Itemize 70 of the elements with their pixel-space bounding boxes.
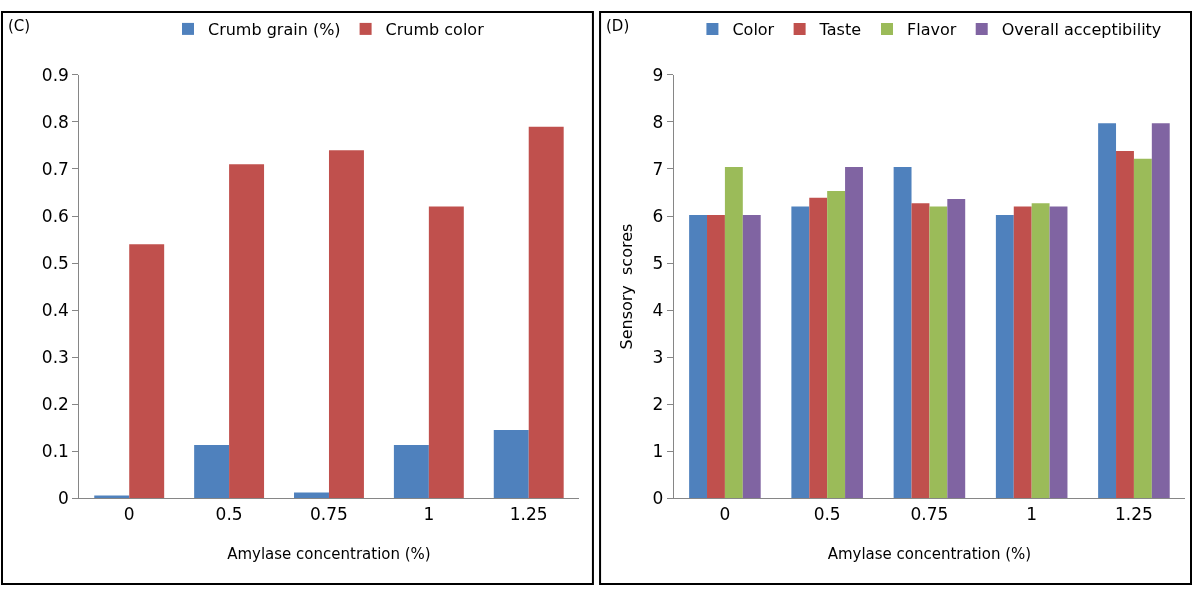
bar	[1133, 158, 1152, 499]
y-tick-label: 0.1	[41, 441, 69, 462]
y-tick-label: 0.5	[41, 252, 69, 273]
x-tick-label: 0.5	[813, 503, 841, 524]
bar	[94, 495, 130, 499]
legend-label: Color	[732, 20, 775, 40]
y-axis-title: Sensory scores	[617, 223, 637, 350]
bar	[129, 244, 165, 499]
y-tick-label: 0.4	[41, 300, 69, 321]
bar	[1151, 123, 1170, 499]
bar	[707, 215, 725, 499]
bar	[791, 206, 810, 499]
y-tick-label: 5	[652, 252, 664, 273]
bar	[328, 150, 364, 499]
bar	[428, 206, 464, 499]
chart-title: (D)	[606, 17, 630, 35]
x-tick-label: 0	[719, 503, 731, 524]
x-tick-label: 1	[423, 503, 435, 524]
y-tick-label: 0	[652, 488, 664, 509]
y-tick-label: 0	[58, 488, 69, 509]
y-tick-label: 0.8	[41, 111, 69, 132]
y-tick-label: 0.2	[41, 394, 69, 415]
bar	[995, 215, 1014, 499]
bar	[528, 126, 564, 499]
y-tick-label: 0.9	[41, 64, 69, 85]
x-tick-label: 0	[123, 503, 135, 524]
y-tick-label: 8	[652, 111, 664, 132]
bar	[947, 199, 966, 499]
x-axis-title: Amylase concentration (%)	[827, 544, 1032, 563]
bar	[845, 167, 863, 499]
bar	[393, 445, 429, 499]
y-tick-label: 6	[652, 205, 664, 226]
legend-label: Taste	[818, 20, 862, 40]
y-tick-label: 0.7	[41, 158, 69, 179]
x-tick-label: 1.25	[1115, 503, 1153, 524]
bar	[493, 430, 529, 499]
y-tick-label: 7	[652, 158, 664, 179]
y-tick-label: 0.3	[41, 347, 69, 368]
legend-label: Crumb grain (%)	[207, 20, 341, 40]
bar	[1098, 123, 1117, 499]
bar	[742, 215, 761, 499]
bar	[1049, 206, 1068, 499]
bar	[893, 167, 912, 499]
x-tick-label: 1.25	[509, 503, 548, 524]
bar	[1013, 206, 1032, 499]
y-tick-label: 1	[652, 441, 664, 462]
bar	[1116, 151, 1134, 499]
x-tick-label: 1	[1026, 503, 1038, 524]
legend-label: Crumb color	[385, 20, 485, 40]
bar	[1031, 203, 1050, 499]
bar	[827, 191, 846, 499]
x-axis-title: Amylase concentration (%)	[227, 544, 431, 563]
chart-title: (C)	[8, 17, 31, 35]
bar	[809, 197, 828, 499]
bar	[911, 203, 930, 499]
x-tick-label: 0.75	[910, 503, 949, 524]
bar	[929, 206, 948, 499]
y-tick-label: 2	[652, 394, 664, 415]
x-tick-label: 0.75	[310, 503, 348, 524]
y-tick-label: 3	[652, 347, 664, 368]
bar	[194, 445, 230, 499]
bar	[724, 167, 743, 499]
y-tick-label: 0.6	[41, 205, 69, 226]
bar	[689, 215, 708, 499]
bar	[229, 164, 265, 499]
x-tick-label: 0.5	[215, 503, 243, 524]
y-tick-label: 4	[652, 300, 664, 321]
y-tick-label: 9	[652, 64, 664, 85]
legend-label: Overall acceptibility	[1001, 20, 1162, 40]
legend-label: Flavor	[907, 20, 957, 40]
